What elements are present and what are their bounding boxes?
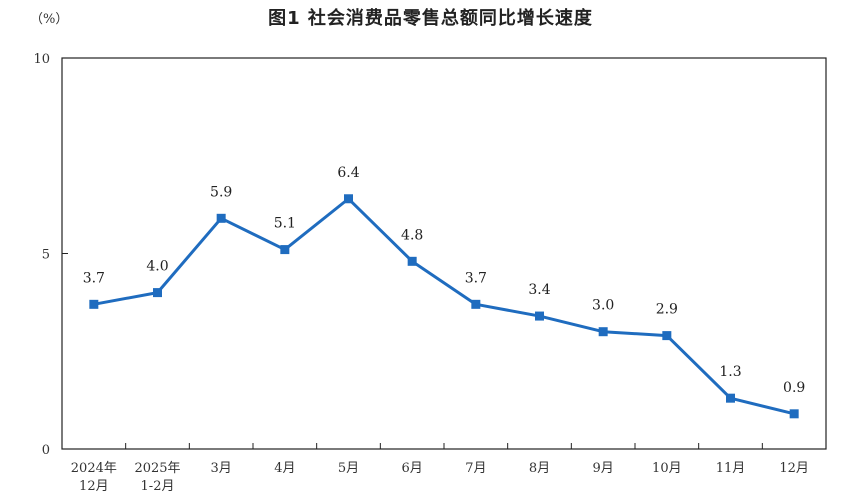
data-label: 2.9 — [656, 302, 678, 318]
data-point-marker — [471, 299, 481, 309]
data-label: 0.9 — [783, 380, 805, 396]
data-point-marker — [726, 393, 735, 403]
y-tick-label: 5 — [42, 248, 50, 263]
data-point-marker — [153, 288, 162, 298]
data-label: 3.7 — [83, 270, 105, 286]
y-tick-label: 10 — [33, 52, 50, 67]
x-tick-label: 7月 — [465, 461, 486, 476]
x-tick-label: 12月 — [79, 479, 109, 494]
data-point-marker — [280, 245, 290, 255]
data-label: 5.9 — [210, 184, 232, 200]
data-point-marker — [344, 194, 353, 204]
x-tick-label: 12月 — [779, 461, 809, 476]
x-tick-label: 6月 — [402, 461, 423, 476]
x-tick-label: 8月 — [529, 461, 550, 476]
x-tick-label: 10月 — [652, 461, 682, 476]
x-tick-label: 9月 — [593, 461, 614, 476]
data-point-marker — [662, 331, 672, 341]
y-tick-label: 0 — [42, 443, 50, 458]
data-label: 4.0 — [146, 259, 168, 275]
data-label: 5.1 — [274, 216, 296, 232]
x-tick-label: 3月 — [211, 461, 232, 476]
plot-frame — [61, 57, 827, 450]
x-tick-label: 1-2月 — [141, 479, 175, 494]
data-point-marker — [598, 327, 608, 337]
data-point-marker — [789, 409, 799, 419]
data-label: 3.4 — [528, 282, 550, 298]
data-label: 3.7 — [465, 270, 487, 286]
chart-title: 图1 社会消费品零售总额同比增长速度 — [268, 8, 593, 29]
x-tick-label: 4月 — [274, 461, 295, 476]
x-tick-label: 2025年 — [134, 461, 180, 476]
data-label: 1.3 — [719, 364, 741, 380]
data-point-marker — [89, 299, 99, 309]
data-label: 3.0 — [592, 298, 614, 314]
x-tick-label: 11月 — [716, 461, 746, 476]
data-point-marker — [407, 256, 417, 266]
data-label: 6.4 — [337, 165, 359, 181]
data-point-marker — [535, 311, 544, 321]
y-axis-unit-label: （%） — [30, 12, 69, 27]
data-label: 4.8 — [401, 227, 423, 243]
x-tick-label: 5月 — [338, 461, 359, 476]
x-tick-label: 2024年 — [71, 461, 117, 476]
data-point-marker — [216, 213, 226, 223]
series-line — [93, 197, 795, 416]
